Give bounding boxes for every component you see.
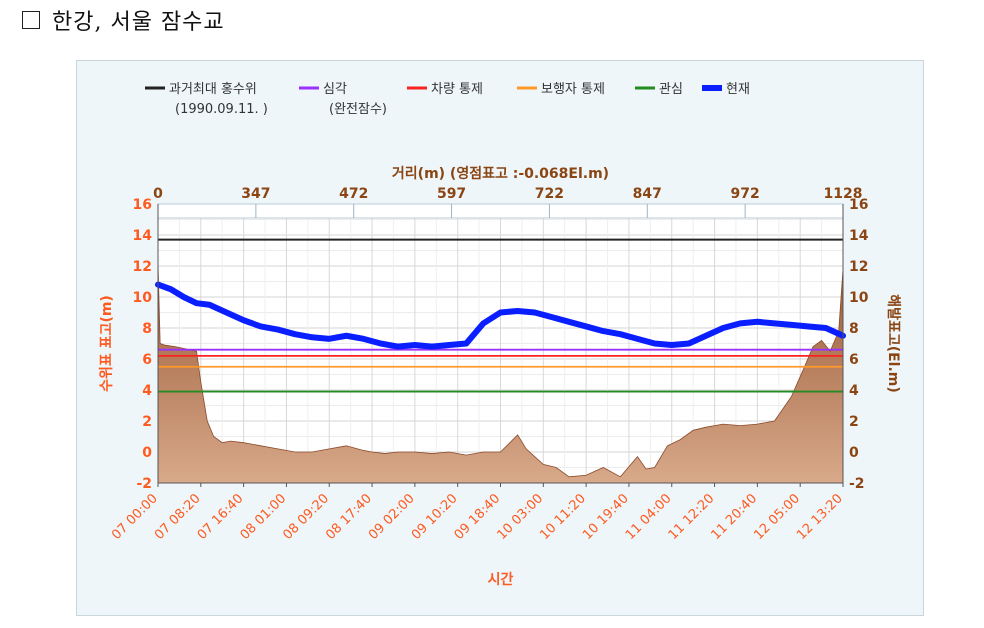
y-tick-label-left: 14 xyxy=(133,228,153,244)
legend-label: 차량 통제 xyxy=(431,82,483,97)
current-level-line xyxy=(155,281,846,350)
x-axis-title: 시간 xyxy=(488,571,514,588)
distance-tick-label: 722 xyxy=(535,186,564,202)
y-tick-label-right: 2 xyxy=(849,414,859,430)
legend-sublabel: (1990.09.11. ) xyxy=(175,102,268,117)
y-tick-label-right: -2 xyxy=(849,476,865,492)
time-tick-label: 08 09:20 xyxy=(280,491,332,543)
y-tick-label-left: 6 xyxy=(142,352,152,368)
distance-strip xyxy=(157,203,844,219)
y-tick-label-left: 2 xyxy=(142,414,152,430)
checkbox-icon xyxy=(22,11,40,29)
chart-panel: -2 -2 0 0 2 2 4 4 6 6 8 8 10 10 12 12 14 14 16 16 0 347 472 597… xyxy=(76,60,924,616)
time-tick-label: 08 17:40 xyxy=(323,491,375,543)
y-tick-label-left: 10 xyxy=(133,290,153,306)
legend-label: 보행자 통제 xyxy=(541,81,605,97)
legend-label: 관심 xyxy=(659,82,683,97)
time-tick-label: 11 04:00 xyxy=(623,491,675,543)
time-tick-label: 09 10:20 xyxy=(409,491,461,543)
heading-text: 한강, 서울 잠수교 xyxy=(52,10,225,35)
y-tick-label-right: 6 xyxy=(849,352,859,368)
time-tick-label: 09 18:40 xyxy=(452,491,504,543)
y-tick-label-right: 16 xyxy=(849,197,868,213)
legend-label: 현재 xyxy=(726,82,750,97)
y-tick-label-right: 12 xyxy=(849,259,868,275)
y-tick-label-left: 12 xyxy=(133,259,152,275)
distance-tick-label: 347 xyxy=(241,186,270,202)
legend-label: 과거최대 홍수위 xyxy=(169,82,257,97)
y-tick-label-right: 10 xyxy=(849,290,869,306)
distance-tick-label: 597 xyxy=(437,186,466,202)
time-tick-label: 12 13:20 xyxy=(794,491,846,543)
y-tick-label-right: 14 xyxy=(849,228,869,244)
time-tick-label: 07 00:00 xyxy=(109,491,161,543)
y-tick-label-right: 8 xyxy=(849,321,859,337)
time-tick-label: 11 12:20 xyxy=(666,491,718,543)
distance-tick-label: 0 xyxy=(153,186,163,202)
y-tick-label-left: 16 xyxy=(133,197,152,213)
time-tick-label: 12 05:00 xyxy=(751,491,803,543)
y-tick-label-right: 0 xyxy=(849,445,859,461)
y-tick-label-left: 4 xyxy=(142,383,152,399)
y-axis-title-left: 수위표 표고(m) xyxy=(99,295,115,392)
time-tick-label: 08 01:00 xyxy=(238,491,290,543)
page-heading: 한강, 서울 잠수교 xyxy=(22,4,225,36)
y-tick-label-right: 4 xyxy=(849,383,859,399)
time-tick-label: 07 08:20 xyxy=(152,491,204,543)
distance-tick-label: 972 xyxy=(731,186,760,202)
time-tick-label: 07 16:40 xyxy=(195,491,247,543)
terrain-area xyxy=(157,262,844,484)
distance-axis-title: 거리(m) (영점표고 :-0.068El.m) xyxy=(392,165,609,182)
legend-sublabel: (완전잠수) xyxy=(329,102,387,117)
distance-tick-label: 472 xyxy=(339,186,368,202)
y-tick-label-left: 0 xyxy=(142,445,152,461)
time-tick-label: 09 02:00 xyxy=(366,491,418,543)
time-tick-label: 11 20:40 xyxy=(708,491,760,543)
legend-label: 심각 xyxy=(323,82,347,97)
time-tick-label: 10 11:20 xyxy=(537,491,589,543)
y-tick-label-left: 8 xyxy=(142,321,152,337)
distance-tick-label: 847 xyxy=(633,186,662,202)
time-tick-label: 10 19:40 xyxy=(580,491,632,543)
y-tick-label-left: -2 xyxy=(136,476,152,492)
y-axis-title-right: 해발표고(El.m) xyxy=(885,294,902,393)
time-tick-label: 10 03:00 xyxy=(494,491,546,543)
distance-tick-label: 1128 xyxy=(824,186,863,202)
